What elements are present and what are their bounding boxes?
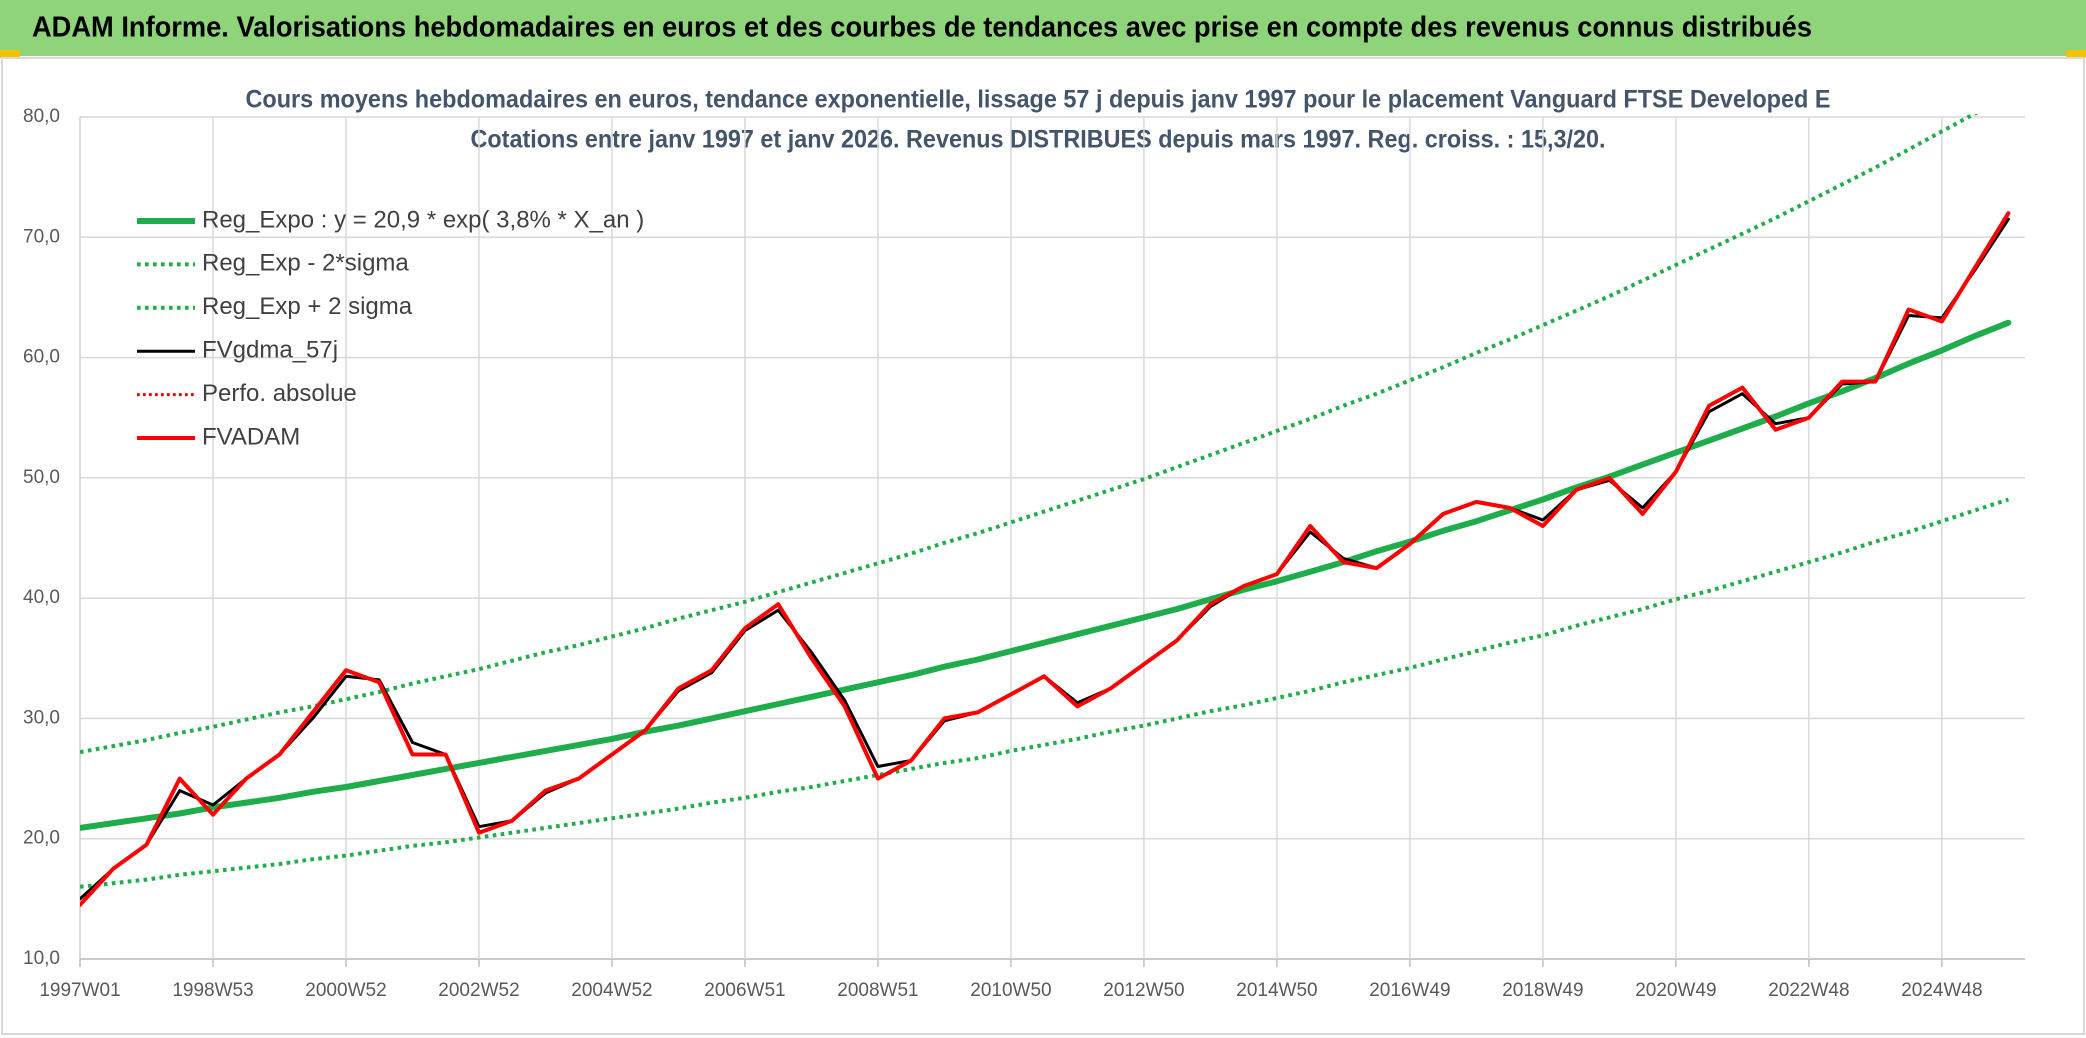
x-tick-label: 2024W48 [1901, 980, 1982, 1001]
y-tick-label: 30,0 [23, 707, 60, 728]
x-tick-label: 1997W01 [39, 980, 120, 1001]
grid: 10,0 20,0 30,0 40,0 50,0 60,0 70,0 80,0 1997W01 1… [23, 106, 2025, 1001]
legend-label: Perfo. absolue [202, 380, 357, 407]
x-tick-label: 2010W50 [970, 980, 1051, 1001]
series-line [80, 497, 2010, 889]
page-title: ADAM Informe. Valorisations hebdomadaire… [32, 12, 1812, 44]
plot-area [80, 114, 2012, 907]
x-tick-label: 2020W49 [1635, 980, 1716, 1001]
legend-label: Reg_Expo : y = 20,9 * exp( 3,8% * X_an ) [202, 206, 644, 233]
x-tick-label: 1998W53 [172, 980, 253, 1001]
series-line [80, 211, 2011, 907]
header-bar [0, 0, 2086, 56]
chart-frame [1, 57, 2085, 1035]
legend-label: FVADAM [202, 423, 300, 450]
y-tick-label: 60,0 [23, 347, 60, 368]
corner-accent [0, 50, 20, 58]
x-tick-label: 2004W52 [571, 980, 652, 1001]
legend-label: Reg_Exp + 2 sigma [202, 293, 413, 320]
chart-title: Cours moyens hebdomadaires en euros, ten… [246, 86, 1831, 114]
x-tick-label: 2000W52 [305, 980, 386, 1001]
y-tick-label: 40,0 [23, 587, 60, 608]
corner-accent [2066, 50, 2086, 58]
x-tick-label: 2014W50 [1236, 980, 1317, 1001]
y-tick-label: 80,0 [23, 106, 60, 127]
y-tick-label: 20,0 [23, 828, 60, 849]
legend-label: FVgdma_57j [202, 337, 338, 364]
x-tick-label: 2018W49 [1502, 980, 1583, 1001]
x-tick-label: 2022W48 [1768, 980, 1849, 1001]
x-tick-label: 2012W50 [1103, 980, 1184, 1001]
y-tick-label: 10,0 [23, 948, 60, 969]
chart-subtitle: Cotations entre janv 1997 et janv 2026. … [471, 126, 1606, 154]
legend: Reg_Expo : y = 20,9 * exp( 3,8% * X_an )… [137, 206, 644, 450]
x-tick-label: 2002W52 [438, 980, 519, 1001]
y-tick-label: 50,0 [23, 467, 60, 488]
series-line [80, 114, 1979, 755]
x-tick-label: 2016W49 [1369, 980, 1450, 1001]
legend-label: Reg_Exp - 2*sigma [202, 250, 409, 277]
y-tick-label: 70,0 [23, 226, 60, 247]
x-tick-label: 2008W51 [837, 980, 918, 1001]
x-tick-label: 2006W51 [704, 980, 785, 1001]
